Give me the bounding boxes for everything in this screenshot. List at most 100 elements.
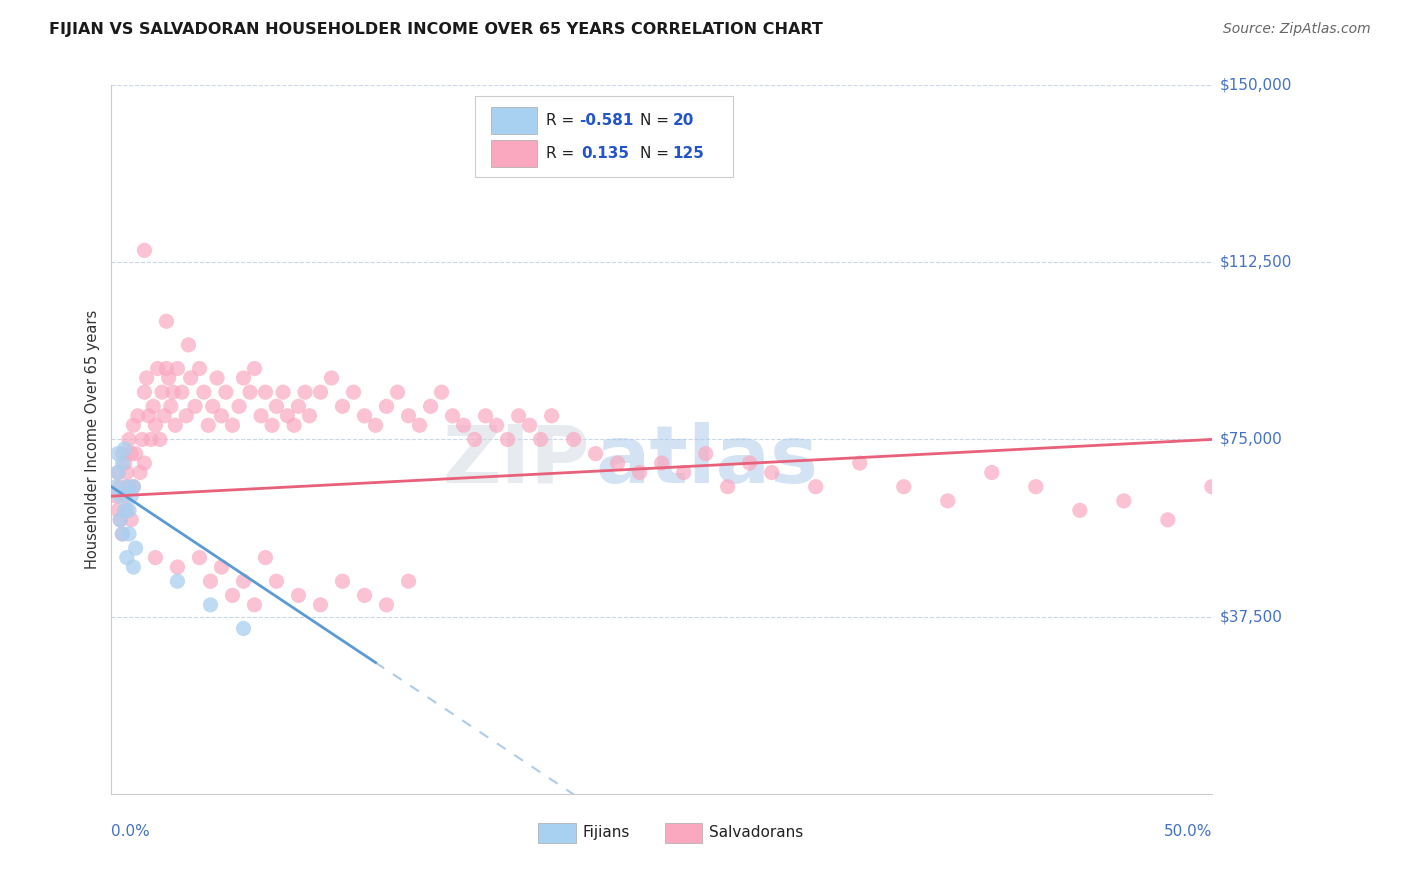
Point [262,418,284,433]
Point [145,550,167,565]
Point [205,371,228,385]
Text: 50.0%: 50.0% [1164,824,1212,839]
Text: Salvadorans: Salvadorans [709,825,803,840]
Text: 125: 125 [672,146,704,161]
Point [254,385,277,400]
Point [134,456,156,470]
Point [266,400,288,414]
FancyBboxPatch shape [491,140,537,167]
Point [134,244,156,258]
Point [107,466,129,480]
Point [107,503,129,517]
Point [485,418,508,433]
Point [118,503,141,517]
Y-axis label: Householder Income Over 65 years: Householder Income Over 65 years [86,310,100,569]
Point [228,400,250,414]
Point [271,385,294,400]
Point [332,400,354,414]
Point [111,456,134,470]
Point [127,409,149,423]
Point [738,456,761,470]
Text: R =: R = [546,146,583,161]
Point [122,560,145,574]
Point [342,385,364,400]
Point [138,409,160,423]
Point [1201,480,1223,494]
Point [120,489,142,503]
Point [364,418,387,433]
Point [122,480,145,494]
Point [107,447,129,461]
Point [628,466,651,480]
Point [110,513,132,527]
FancyBboxPatch shape [665,823,703,843]
Point [283,418,305,433]
Point [111,527,134,541]
Point [114,489,136,503]
Point [115,466,138,480]
Point [419,400,441,414]
Point [508,409,530,423]
Point [562,433,585,447]
Point [1069,503,1091,517]
Point [441,409,464,423]
Point [107,466,129,480]
Point [294,385,316,400]
Point [540,409,562,423]
Text: Fijians: Fijians [582,825,630,840]
Point [529,433,551,447]
Text: N =: N = [640,146,673,161]
Point [118,433,141,447]
Point [375,400,398,414]
Point [170,385,193,400]
Text: $112,500: $112,500 [1220,255,1292,269]
Point [110,513,132,527]
Point [201,400,224,414]
Point [166,361,188,376]
Point [115,503,138,517]
Text: Source: ZipAtlas.com: Source: ZipAtlas.com [1223,22,1371,37]
Point [135,371,157,385]
Point [672,466,695,480]
Point [184,400,207,414]
Point [120,513,142,527]
Point [129,466,152,480]
Point [761,466,783,480]
Text: 0.0%: 0.0% [111,824,150,839]
Point [118,527,141,541]
Point [110,480,132,494]
Point [287,400,309,414]
Point [321,371,343,385]
Text: atlas: atlas [596,422,818,500]
Point [124,447,146,461]
Point [232,574,254,589]
FancyBboxPatch shape [538,823,576,843]
Point [193,385,215,400]
Point [221,589,243,603]
Point [232,622,254,636]
FancyBboxPatch shape [491,107,537,134]
Point [165,418,187,433]
Point [309,598,332,612]
Point [114,503,136,517]
Point [893,480,915,494]
Point [980,466,1002,480]
Point [200,598,222,612]
Point [453,418,475,433]
Point [162,385,184,400]
Point [287,589,309,603]
Point [153,409,176,423]
Text: $150,000: $150,000 [1220,78,1292,93]
FancyBboxPatch shape [475,95,733,178]
Point [124,541,146,556]
Point [211,560,233,574]
Point [254,550,277,565]
Point [111,527,134,541]
Point [936,494,959,508]
Point [155,314,177,328]
Point [115,480,138,494]
Point [848,456,870,470]
Point [166,574,188,589]
Text: 20: 20 [672,113,695,128]
Point [188,550,211,565]
